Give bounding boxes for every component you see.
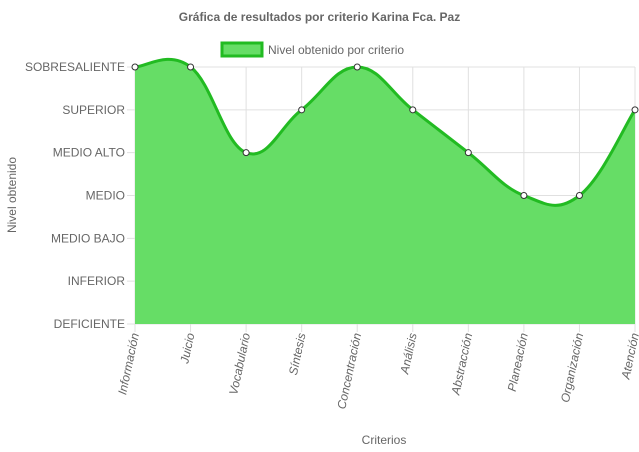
y-tick-label: MEDIO BAJO <box>51 231 125 245</box>
x-axis-title: Criterios <box>362 433 407 447</box>
x-tick-label: Juicio <box>177 331 197 365</box>
data-point[interactable] <box>520 192 528 199</box>
y-tick-label: MEDIO ALTO <box>53 146 125 160</box>
y-axis-title: Nivel obtenido <box>5 157 19 233</box>
series-fill <box>135 59 635 324</box>
x-tick-label: Vocabulario <box>226 331 253 396</box>
series-area <box>134 57 637 324</box>
legend-label: Nivel obtenido por criterio <box>268 43 404 57</box>
x-tick-label: Análisis <box>397 332 420 376</box>
legend[interactable]: Nivel obtenido por criterio <box>220 41 404 58</box>
x-tick-label: Concentración <box>334 331 364 410</box>
y-tick-label: INFERIOR <box>68 274 126 288</box>
series-line <box>134 57 637 207</box>
data-point[interactable] <box>242 149 250 157</box>
data-point[interactable] <box>187 63 195 71</box>
data-point[interactable] <box>298 106 306 114</box>
data-point[interactable] <box>464 149 472 157</box>
y-tick-label: MEDIO <box>86 189 125 203</box>
y-tick-label: DEFICIENTE <box>54 317 125 331</box>
x-tick-label: Abstracción <box>448 331 475 397</box>
x-tick-label: Planeación <box>505 331 531 392</box>
data-point[interactable] <box>631 106 639 114</box>
chart-title: Gráfica de resultados por criterio Karin… <box>179 10 460 24</box>
data-point[interactable] <box>409 106 417 114</box>
x-tick-label: Síntesis <box>286 332 309 377</box>
legend-swatch <box>220 41 264 58</box>
data-point[interactable] <box>353 63 361 71</box>
x-tick-label: Organización <box>558 331 586 403</box>
y-axis-ticks: DEFICIENTE INFERIOR MEDIO BAJO MEDIO MEDIO A… <box>25 60 125 331</box>
data-point[interactable] <box>131 63 139 71</box>
x-tick-label: Información <box>115 331 142 396</box>
y-tick-label: SUPERIOR <box>62 103 125 117</box>
y-tick-label: SOBRESALIENTE <box>25 60 125 74</box>
data-points <box>131 63 639 199</box>
data-point[interactable] <box>575 192 583 199</box>
x-axis-ticks: Información Juicio Vocabulario Síntesis Conc… <box>115 331 639 410</box>
x-tick-label: Atención <box>618 331 639 381</box>
